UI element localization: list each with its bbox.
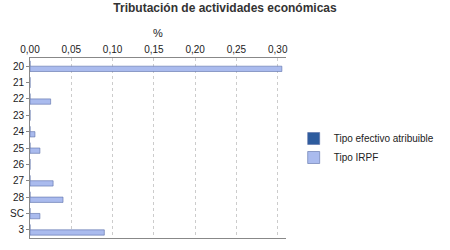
svg-text:0,15: 0,15 <box>144 44 164 55</box>
svg-text:25: 25 <box>13 143 25 154</box>
svg-text:SC: SC <box>10 208 24 219</box>
svg-text:28: 28 <box>13 192 25 203</box>
svg-text:0,30: 0,30 <box>268 44 288 55</box>
svg-text:Tipo efectivo atribuible: Tipo efectivo atribuible <box>334 133 434 144</box>
svg-text:27: 27 <box>13 175 25 186</box>
svg-text:Tributación de actividades eco: Tributación de actividades económicas <box>113 1 337 15</box>
svg-text:0,00: 0,00 <box>20 44 40 55</box>
svg-text:3: 3 <box>18 224 24 235</box>
svg-text:24: 24 <box>13 126 25 137</box>
svg-text:0,10: 0,10 <box>103 44 123 55</box>
svg-text:23: 23 <box>13 110 25 121</box>
svg-text:22: 22 <box>13 93 25 104</box>
svg-text:21: 21 <box>13 77 25 88</box>
svg-text:0,20: 0,20 <box>185 44 205 55</box>
svg-text:20: 20 <box>13 61 25 72</box>
svg-text:0,05: 0,05 <box>62 44 82 55</box>
svg-text:%: % <box>153 27 163 39</box>
svg-text:26: 26 <box>13 159 25 170</box>
svg-text:Tipo IRPF: Tipo IRPF <box>334 152 379 163</box>
svg-text:0,25: 0,25 <box>227 44 247 55</box>
